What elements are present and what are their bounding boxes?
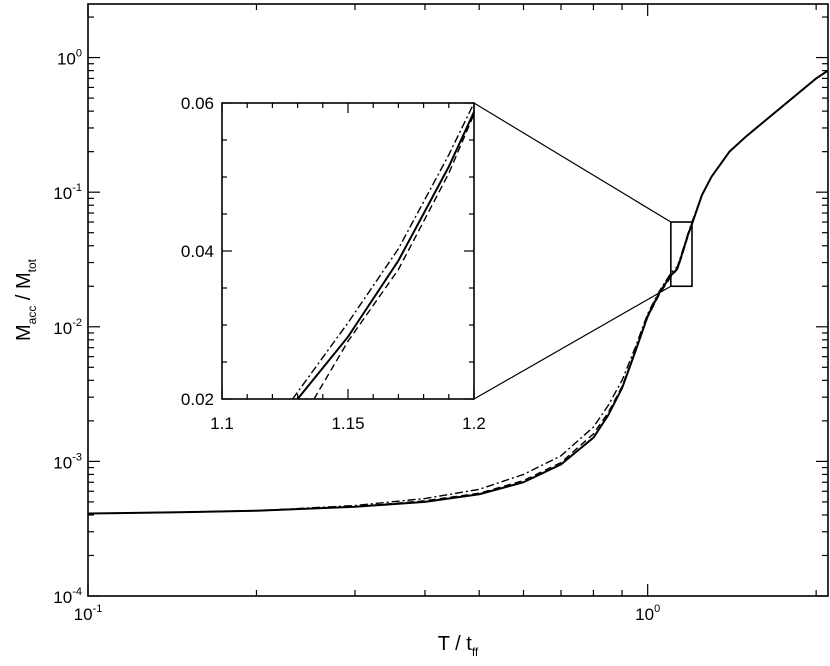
x-tick-label-base: 10	[74, 605, 93, 624]
x-axis-label: T / tff	[438, 633, 479, 659]
y-tick-label: 100	[57, 48, 82, 69]
x-tick-label: 10-1	[74, 603, 103, 624]
y-tick-label-base: 10	[57, 50, 76, 69]
inset-series-line-dashdot	[291, 102, 475, 400]
y-axis-label: Macc / Mtot	[13, 258, 39, 341]
zoom-indicator	[473, 102, 693, 400]
main-plot-frame	[87, 3, 829, 597]
y-tick-label: 10-3	[53, 451, 82, 472]
inset-y-tick-label: 0.06	[181, 94, 214, 113]
x-tick-label-base: 10	[635, 605, 654, 624]
y-tick-label-exp: -2	[72, 317, 82, 329]
y-axis-label-m1: M	[13, 324, 35, 341]
y-tick-label-exp: -1	[72, 182, 82, 194]
y-tick-label-base: 10	[53, 184, 72, 203]
y-tick-label-base: 10	[53, 319, 72, 338]
y-tick-label-base: 10	[53, 588, 72, 607]
x-tick-label-exp: 0	[654, 603, 660, 615]
x-axis-label-main: T / t	[438, 633, 473, 655]
main-curves	[87, 69, 829, 515]
x-axis-label-sub: ff	[472, 645, 479, 659]
y-tick-label: 10-2	[53, 317, 82, 338]
y-axis-label-sub2: tot	[25, 258, 39, 272]
y-tick-label-exp: -4	[72, 586, 82, 598]
y-tick-label: 10-4	[53, 586, 82, 607]
x-tick-label-exp: -1	[93, 603, 103, 615]
inset-x-tick-label: 1.2	[462, 414, 486, 433]
y-axis-label-m2: / M	[13, 272, 35, 305]
series-line-dashdot	[87, 70, 829, 515]
y-axis-label-sub1: acc	[25, 306, 39, 325]
zoom-connector-bottom	[473, 285, 672, 400]
inset-series-line-dashed	[313, 113, 475, 400]
inset-curves	[291, 102, 475, 400]
inset-y-tick-label: 0.02	[181, 390, 214, 409]
y-tick-label-exp: 0	[76, 48, 82, 60]
y-tick-label: 10-1	[53, 182, 82, 203]
inset-series-line-solid	[296, 111, 475, 400]
y-tick-label-base: 10	[53, 453, 72, 472]
x-tick-label: 100	[635, 603, 660, 624]
zoom-box	[670, 221, 693, 288]
zoom-connector-top	[473, 102, 672, 223]
inset-x-tick-label: 1.15	[331, 414, 364, 433]
inset-background	[222, 103, 474, 399]
series-line-dashed	[87, 70, 829, 515]
y-tick-label-exp: -3	[72, 451, 82, 463]
inset-ticks: 1.1 1.15 1.2 0.02 0.04 0.06	[181, 94, 486, 433]
inset-y-tick-label: 0.04	[181, 242, 214, 261]
inset-x-tick-label: 1.1	[210, 414, 234, 433]
